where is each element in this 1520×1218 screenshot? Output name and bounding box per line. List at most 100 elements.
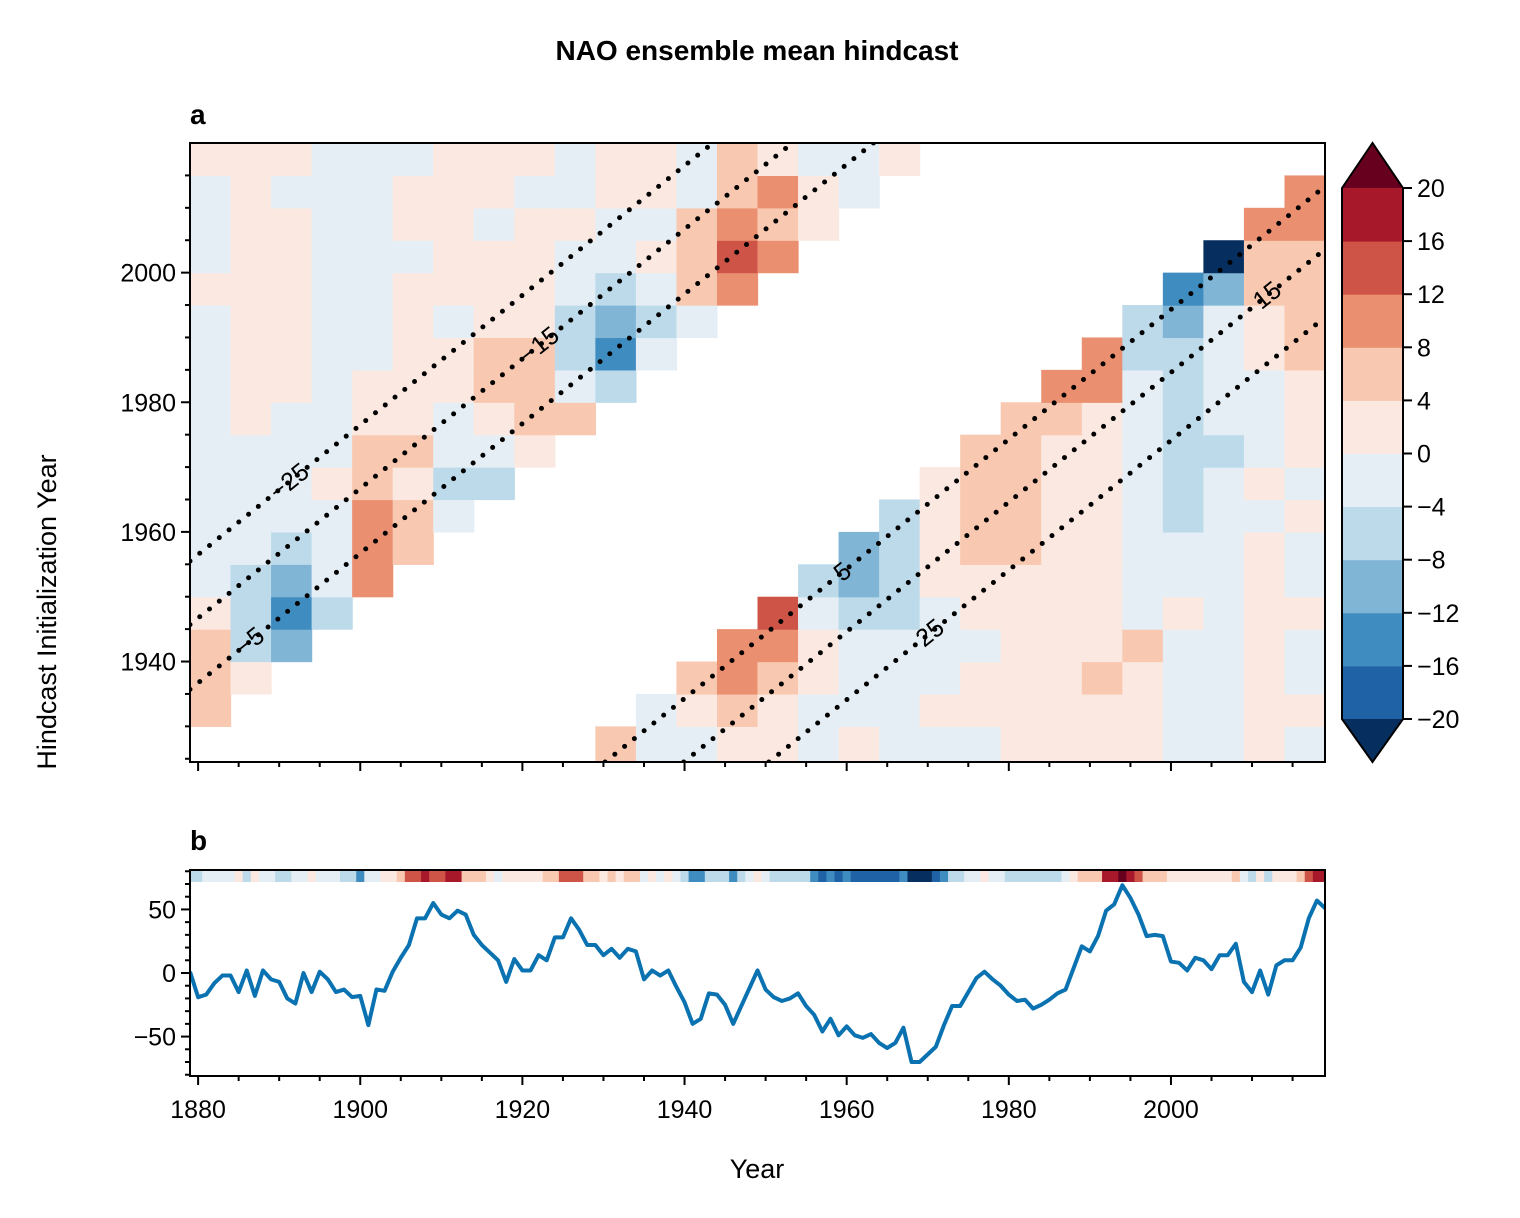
heatmap-cell — [1284, 564, 1325, 598]
heatmap-cell — [1162, 467, 1204, 501]
y-tick-label: −50 — [134, 1024, 176, 1052]
strip-cell — [656, 870, 665, 882]
heatmap-cell — [271, 207, 313, 241]
heatmap-cell — [190, 272, 232, 306]
strip-cell — [190, 870, 195, 882]
heatmap-cell — [1000, 467, 1042, 501]
strip-cell — [777, 870, 787, 882]
strip-cell — [356, 870, 365, 882]
heatmap-cell — [190, 207, 232, 241]
heatmap-cell — [1122, 661, 1164, 695]
strip-cell — [283, 870, 292, 882]
heatmap-cell — [554, 337, 596, 371]
heatmap-cell — [1000, 661, 1042, 695]
strip-cell — [972, 870, 981, 882]
heatmap-cell — [838, 726, 880, 762]
heatmap-cell — [271, 175, 313, 209]
colorbar-segment — [1342, 506, 1403, 561]
heatmap-cell — [595, 240, 637, 274]
strip-cell — [1069, 870, 1079, 882]
heatmap-cell — [514, 305, 556, 339]
strip-cell — [494, 870, 503, 882]
heatmap-cell — [1284, 531, 1325, 565]
heatmap-cell — [190, 596, 232, 630]
strip-cell — [534, 870, 544, 882]
heatmap-cell — [1203, 402, 1245, 436]
contour-line — [681, 246, 1325, 762]
colorbar-segment — [1342, 400, 1403, 454]
heatmap-cell — [1284, 596, 1325, 630]
heatmap-cell — [554, 143, 596, 177]
heatmap-cell — [1041, 564, 1083, 598]
heatmap-cell — [352, 143, 394, 177]
strip-cell — [915, 870, 925, 882]
heatmap-cell — [1243, 629, 1286, 663]
heatmap-cell — [1162, 661, 1204, 695]
heatmap-cell — [473, 434, 515, 468]
heatmap-cell — [960, 499, 1002, 533]
heatmap-cell — [595, 369, 637, 403]
heatmap-cell — [1284, 499, 1325, 533]
strip-cell — [631, 870, 641, 882]
heatmap-cell — [1122, 596, 1164, 630]
heatmap-cell — [1162, 369, 1204, 403]
heatmap-cell — [1203, 240, 1245, 274]
strip-cell — [607, 870, 617, 882]
heatmap-cell — [311, 240, 353, 274]
heatmap-cell — [635, 305, 678, 339]
heatmap-cell — [190, 337, 232, 371]
panel-b-label: b — [190, 825, 207, 856]
heatmap-cell — [838, 175, 880, 209]
colorbar-tick-label: −16 — [1417, 653, 1459, 681]
strip-cell — [907, 870, 917, 882]
y-tick-label: 50 — [148, 896, 176, 924]
heatmap-cell — [433, 305, 475, 339]
y-tick-label: 0 — [162, 960, 176, 988]
heatmap-cell — [271, 596, 313, 630]
heatmap-cell — [473, 305, 515, 339]
heatmap-cell — [1162, 564, 1204, 598]
contour-line — [190, 143, 876, 692]
heatmap-cell — [554, 207, 596, 241]
strip-cell — [1272, 870, 1281, 882]
heatmap-cell — [230, 143, 272, 177]
heatmap-cell — [960, 661, 1002, 695]
heatmap-cell — [514, 240, 556, 274]
heatmap-cell — [190, 434, 232, 468]
heatmap-cell — [1081, 661, 1123, 695]
heatmap-cell — [1243, 661, 1286, 695]
heatmap-cell — [1243, 564, 1286, 598]
strip-cell — [1158, 870, 1168, 882]
panel-b-ticks: 1880 1900 1920 1940 1960 1980 2000 −50 0 50 — [134, 870, 1294, 1124]
heatmap-cell — [230, 369, 272, 403]
heatmap-cell — [1081, 402, 1123, 436]
heatmap-cell — [230, 531, 272, 565]
heatmap-cell — [352, 467, 394, 501]
heatmap-cell — [1081, 726, 1123, 762]
strip-cell — [315, 870, 325, 882]
heatmap-cell — [433, 240, 475, 274]
x-tick-label: 1900 — [332, 1096, 388, 1124]
strip-cell — [550, 870, 560, 882]
figure-title: NAO ensemble mean hindcast — [555, 35, 958, 66]
strip-cell — [202, 870, 211, 882]
strip-cell — [364, 870, 373, 882]
heatmap-cell — [554, 369, 596, 403]
heatmap-cell — [676, 207, 718, 241]
strip-cell — [623, 870, 633, 882]
colorbar-extend-min — [1342, 719, 1403, 762]
heatmap-cell — [311, 467, 353, 501]
heatmap-cell — [716, 240, 759, 274]
strip-cell — [234, 870, 244, 882]
strip-cell — [745, 870, 754, 882]
heatmap-cell — [392, 240, 434, 274]
heatmap-cell — [1203, 467, 1245, 501]
heatmap-cell — [473, 337, 515, 371]
strip-cell — [1183, 870, 1192, 882]
y-tick-label: 2000 — [120, 260, 176, 288]
strip-cell — [1134, 870, 1144, 882]
heatmap-cell — [838, 596, 880, 630]
heatmap-cell — [1122, 564, 1164, 598]
heatmap-cell — [635, 272, 678, 306]
